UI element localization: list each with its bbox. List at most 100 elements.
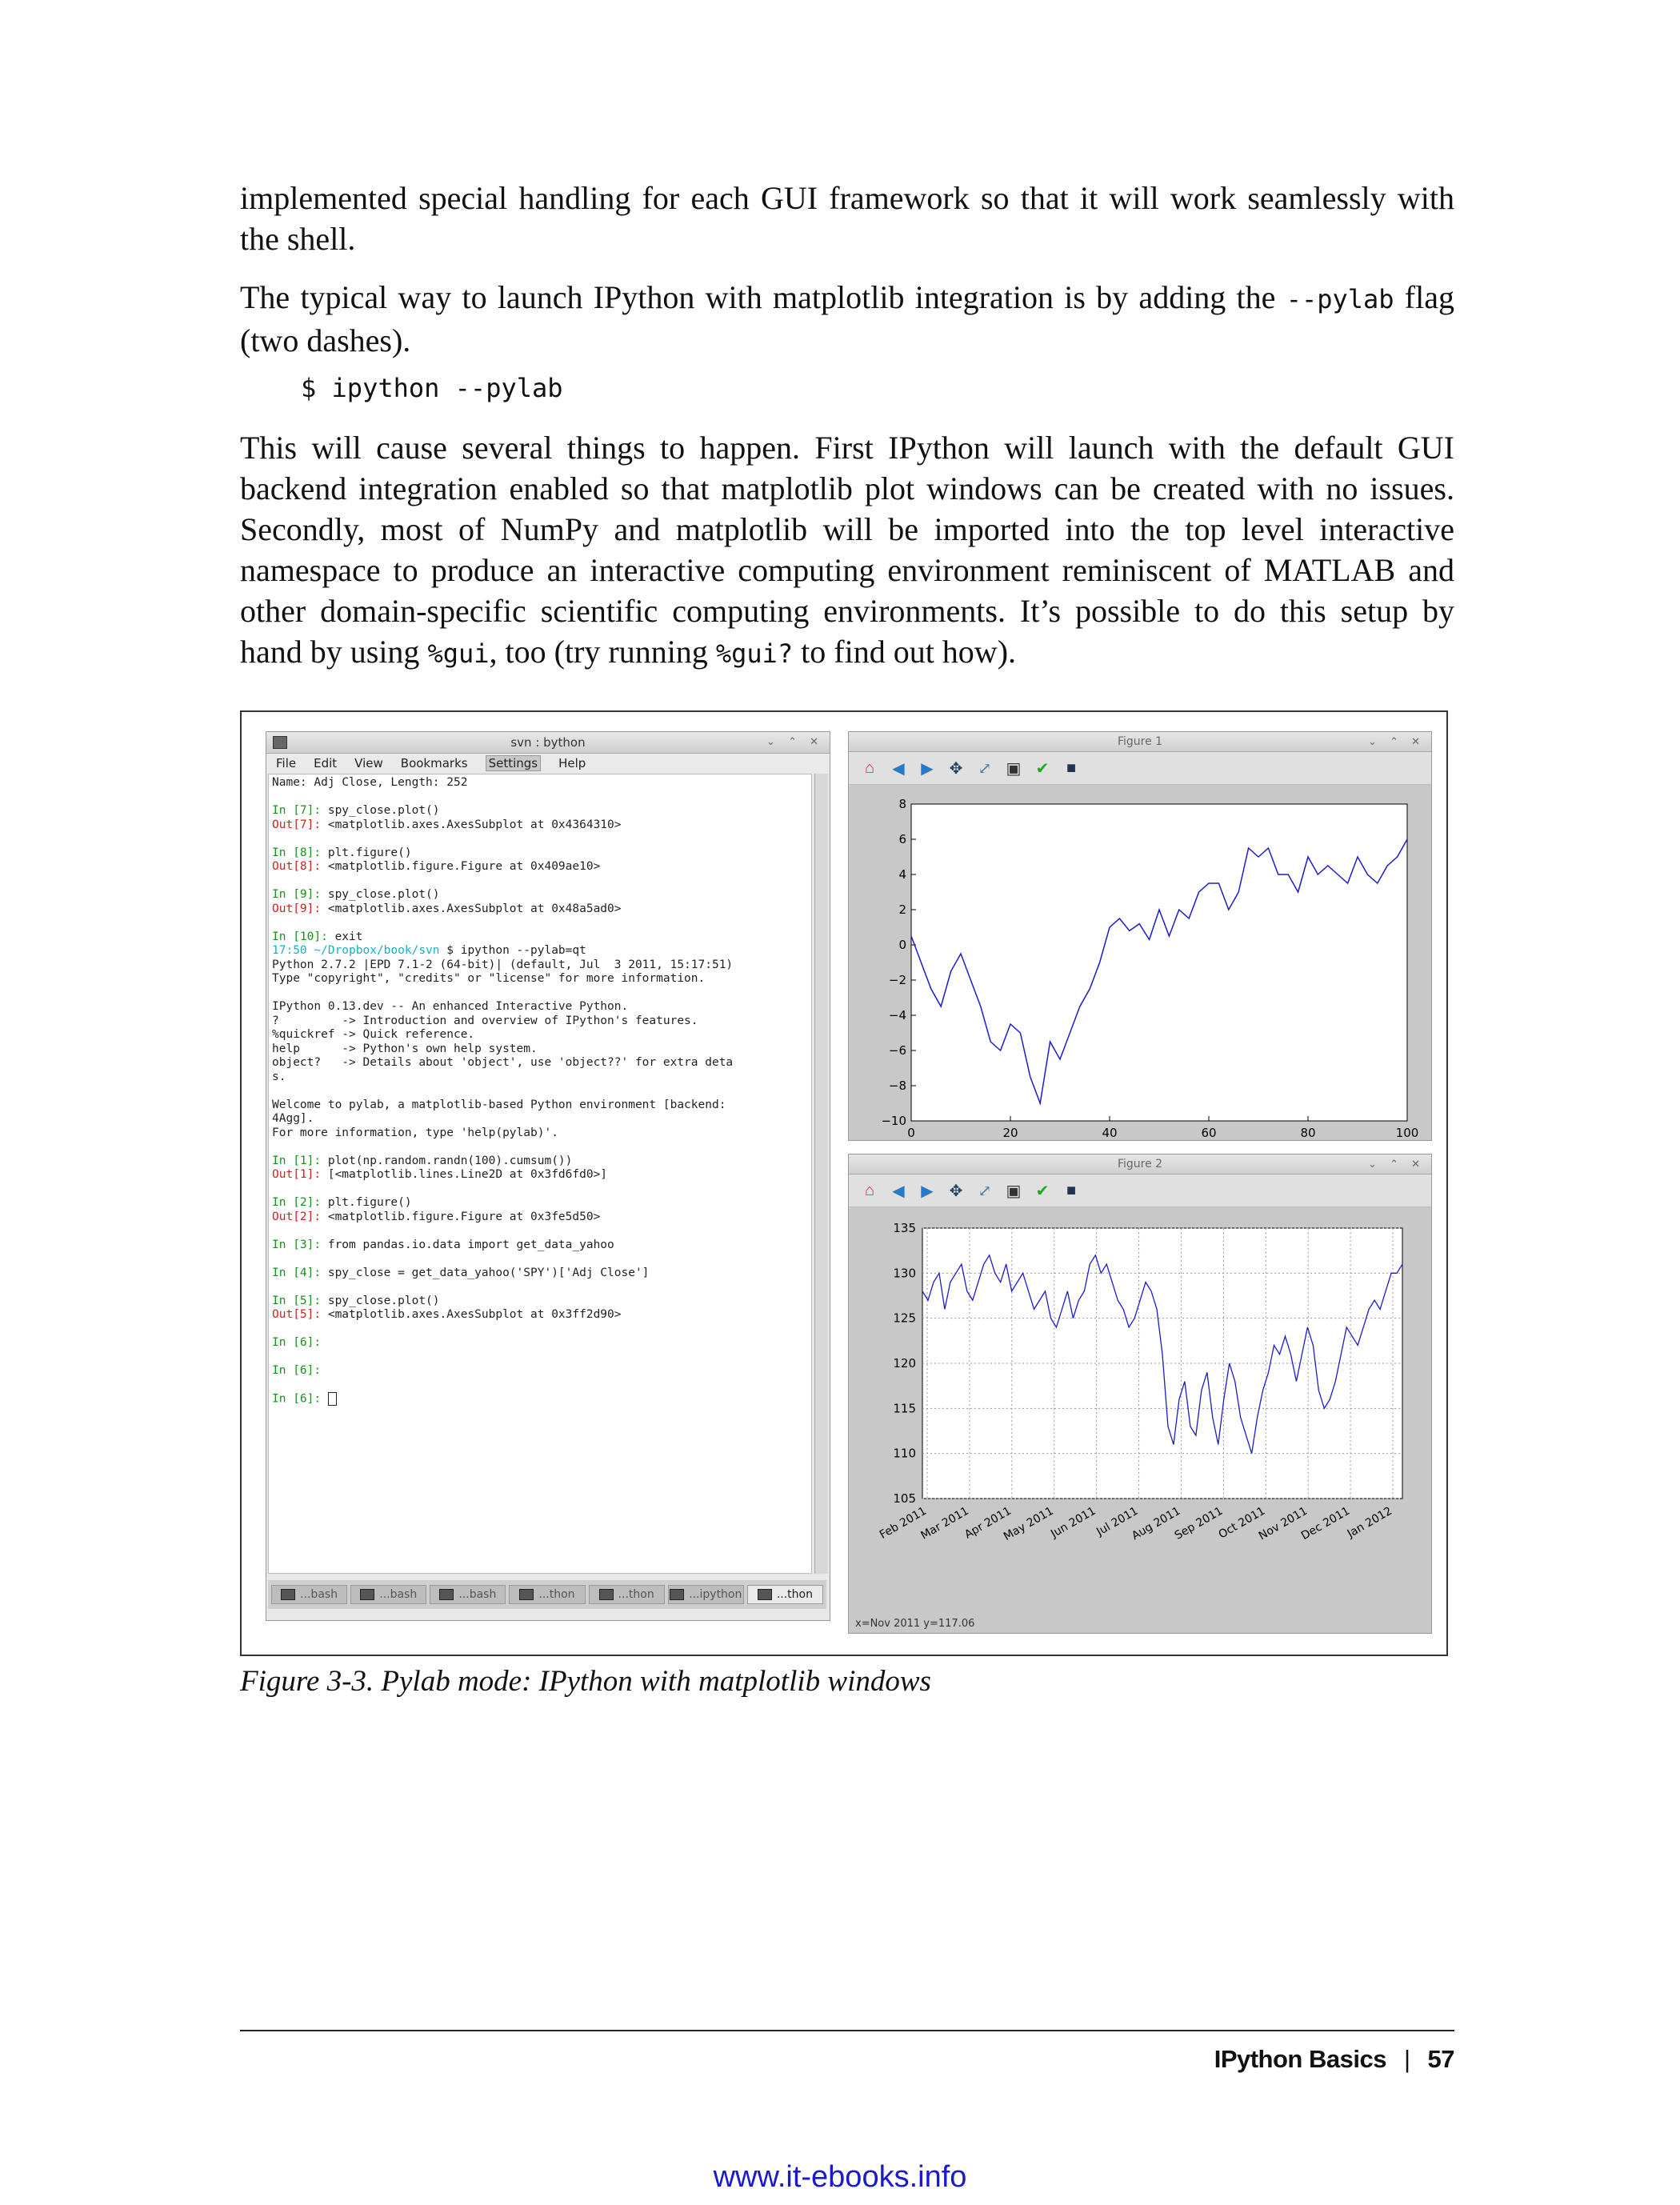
y-tick-label: 4	[898, 867, 906, 882]
terminal-line	[272, 1252, 808, 1267]
edit-icon[interactable]: ✔	[1035, 1182, 1050, 1200]
back-icon[interactable]: ◀	[892, 759, 905, 778]
terminal-line: help -> Python's own help system.	[272, 1042, 538, 1055]
x-tick-label: Dec 2011	[1299, 1505, 1352, 1543]
menu-item-help[interactable]: Help	[558, 756, 586, 770]
terminal-line	[272, 832, 808, 846]
save-icon[interactable]: ■	[1066, 758, 1077, 777]
figure-2-window: Figure 2 ⌄ ⌃ ✕ ⌂ ◀ ▶ ✥ ⤢ ▣ ✔ ■ Feb 2011 M…	[848, 1154, 1432, 1634]
terminal-line	[272, 916, 808, 930]
figure-2-titlebar: Figure 2 ⌄ ⌃ ✕	[849, 1155, 1431, 1175]
menu-item-bookmarks[interactable]: Bookmarks	[400, 756, 468, 770]
x-tick-label: 40	[1102, 1126, 1117, 1137]
inline-code-gui-help: %gui?	[715, 638, 794, 669]
y-tick-label: 6	[898, 832, 906, 846]
edit-icon[interactable]: ✔	[1035, 759, 1050, 778]
window-controls-icon[interactable]: ⌄ ⌃ ✕	[1368, 1159, 1425, 1171]
terminal-line: For more information, type 'help(pylab)'…	[272, 1126, 558, 1139]
inline-code-pylab: --pylab	[1286, 284, 1394, 314]
plot-area	[910, 803, 1408, 1122]
paragraph-3: This will cause several things to happen…	[240, 430, 1454, 670]
figure-2-toolbar: ⌂ ◀ ▶ ✥ ⤢ ▣ ✔ ■	[849, 1175, 1431, 1207]
terminal-tab[interactable]: ...thon	[746, 1585, 823, 1604]
terminal-line: s.	[272, 1070, 286, 1083]
terminal-line: Out[8]: <matplotlib.figure.Figure at 0x4…	[272, 860, 601, 873]
y-tick-label: 0	[898, 938, 906, 952]
terminal-icon	[273, 736, 287, 749]
y-tick-label: −6	[889, 1043, 906, 1058]
figure-1-title: Figure 1	[1117, 735, 1163, 748]
figure-screenshot: svn : bython ⌄ ⌃ ✕ File Edit View Bookmarks…	[240, 710, 1448, 1656]
pan-icon[interactable]: ✥	[949, 759, 963, 778]
terminal-line: In [4]: spy_close = get_data_yahoo('SPY'…	[272, 1266, 650, 1279]
menu-item-view[interactable]: View	[354, 756, 383, 770]
subplots-icon[interactable]: ▣	[1006, 759, 1022, 778]
terminal-line: 4Agg].	[272, 1112, 314, 1125]
terminal-line: Out[2]: <matplotlib.figure.Figure at 0x3…	[272, 1210, 601, 1223]
x-tick-label: Sep 2011	[1173, 1505, 1226, 1543]
menu-item-settings[interactable]: Settings	[485, 755, 542, 771]
home-icon[interactable]: ⌂	[864, 1181, 874, 1199]
terminal-tab[interactable]: ...bash	[430, 1585, 506, 1604]
save-icon[interactable]: ■	[1066, 1181, 1077, 1199]
terminal-line	[272, 1183, 808, 1197]
terminal-line	[272, 790, 808, 805]
terminal-line: In [10]: exit	[272, 930, 363, 943]
terminal-line	[272, 1084, 808, 1098]
y-tick-label: 135	[893, 1221, 916, 1235]
window-controls-icon[interactable]: ⌄ ⌃ ✕	[766, 736, 823, 748]
inline-code-gui: %gui	[427, 638, 490, 669]
back-icon[interactable]: ◀	[892, 1182, 905, 1200]
terminal-line: object? -> Details about 'object', use '…	[272, 1056, 734, 1069]
footer-rule	[240, 2030, 1454, 2031]
terminal-line: In [9]: spy_close.plot()	[272, 888, 440, 901]
terminal-line: In [1]: plot(np.random.randn(100).cumsum…	[272, 1154, 573, 1167]
subplots-icon[interactable]: ▣	[1006, 1182, 1022, 1200]
pan-icon[interactable]: ✥	[949, 1182, 963, 1200]
terminal-tab[interactable]: ...thon	[588, 1585, 665, 1604]
terminal-line: In [7]: spy_close.plot()	[272, 804, 440, 817]
y-tick-label: −4	[889, 1008, 906, 1022]
terminal-line: Out[1]: [<matplotlib.lines.Line2D at 0x3…	[272, 1168, 608, 1181]
y-tick-label: 130	[893, 1266, 916, 1280]
forward-icon[interactable]: ▶	[921, 759, 934, 778]
y-tick-label: 115	[893, 1401, 916, 1415]
terminal-tab[interactable]: ...ipython	[667, 1585, 744, 1604]
zoom-icon[interactable]: ⤢	[978, 1182, 992, 1200]
terminal-tab-icon	[670, 1589, 685, 1600]
terminal-tab[interactable]: ...thon	[509, 1585, 586, 1604]
y-tick-label: 110	[893, 1447, 916, 1461]
zoom-icon[interactable]: ⤢	[978, 759, 992, 778]
forward-icon[interactable]: ▶	[921, 1182, 934, 1200]
figure-caption: Figure 3-3. Pylab mode: IPython with mat…	[240, 1665, 931, 1698]
running-footer: IPython Basics | 57	[1214, 2045, 1455, 2074]
menu-item-file[interactable]: File	[276, 756, 297, 770]
window-controls-icon[interactable]: ⌄ ⌃ ✕	[1368, 736, 1425, 748]
command-example: $ ipython --pylab	[301, 373, 563, 403]
figure-2-status: x=Nov 2011 y=117.06	[855, 1618, 975, 1630]
terminal-scrollbar[interactable]	[814, 774, 828, 1574]
figure-1-toolbar: ⌂ ◀ ▶ ✥ ⤢ ▣ ✔ ■	[849, 752, 1431, 785]
x-tick-label: 60	[1201, 1126, 1216, 1137]
terminal-line	[272, 1379, 808, 1393]
terminal-line	[272, 1323, 808, 1337]
terminal-line: IPython 0.13.dev -- An enhanced Interact…	[272, 1000, 629, 1013]
y-tick-label: 125	[893, 1311, 916, 1326]
terminal-tab[interactable]: ...bash	[350, 1585, 427, 1604]
terminal-window: svn : bython ⌄ ⌃ ✕ File Edit View Bookmarks…	[266, 731, 830, 1621]
y-tick-label: 2	[898, 902, 906, 917]
terminal-tab[interactable]: ...bash	[271, 1585, 348, 1604]
terminal-output[interactable]: Name: Adj Close, Length: 252 In [7]: spy…	[268, 774, 812, 1574]
menu-item-edit[interactable]: Edit	[314, 756, 338, 770]
figure-1-window: Figure 1 ⌄ ⌃ ✕ ⌂ ◀ ▶ ✥ ⤢ ▣ ✔ ■ 0 20 40 60 80…	[848, 731, 1432, 1141]
y-tick-label: 120	[893, 1356, 916, 1371]
terminal-line: In [6]:	[272, 1336, 322, 1349]
terminal-line: Python 2.7.2 |EPD 7.1-2 (64-bit)| (defau…	[272, 958, 734, 971]
terminal-line: In [6]:	[272, 1392, 808, 1407]
y-tick-label: −8	[889, 1078, 906, 1093]
terminal-line: In [6]:	[272, 1364, 322, 1377]
y-tick-label: 105	[893, 1491, 916, 1506]
home-icon[interactable]: ⌂	[864, 758, 874, 777]
terminal-tab-icon	[757, 1589, 772, 1600]
